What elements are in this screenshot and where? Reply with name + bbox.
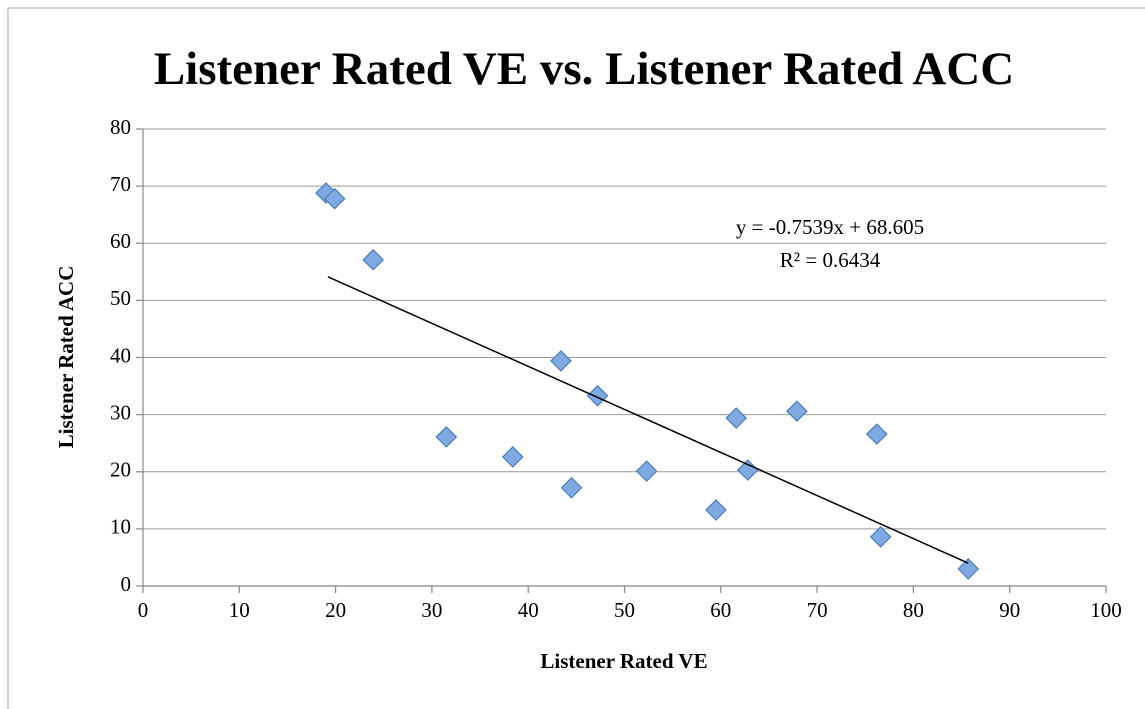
y-tick-label: 20 — [110, 458, 131, 482]
data-point — [736, 459, 759, 481]
x-tick-label: 70 — [807, 598, 828, 622]
x-tick-label: 100 — [1090, 598, 1122, 622]
y-tick-label: 50 — [110, 286, 131, 310]
x-tick-label: 80 — [903, 598, 924, 622]
y-tick-label: 80 — [110, 115, 131, 139]
r-squared: R² = 0.6434 — [780, 248, 881, 272]
y-tick-label: 0 — [121, 572, 132, 596]
data-point — [550, 350, 572, 372]
data-point — [586, 384, 609, 407]
y-tick-label: 60 — [110, 229, 131, 253]
data-point — [501, 446, 524, 468]
y-axis-label: Listener Rated ACC — [54, 266, 78, 449]
x-axis-label: Listener Rated VE — [540, 649, 707, 673]
trendline — [327, 276, 969, 564]
trend-equation: y = -0.7539x + 68.605 — [736, 215, 924, 239]
data-point — [560, 476, 583, 499]
data-point — [957, 558, 980, 580]
x-tick-label: 90 — [999, 598, 1020, 622]
data-point — [786, 400, 808, 423]
x-tick-label: 30 — [421, 598, 442, 622]
data-point — [705, 499, 727, 521]
x-tick-label: 0 — [138, 598, 149, 622]
data-point — [869, 526, 892, 548]
data-point — [725, 407, 748, 429]
x-tick-label: 40 — [518, 598, 539, 622]
data-point — [323, 187, 346, 210]
data-point — [865, 423, 888, 445]
data-point — [635, 460, 658, 483]
y-tick-label: 10 — [110, 515, 131, 539]
x-tick-label: 20 — [325, 598, 346, 622]
data-point — [362, 248, 385, 271]
y-tick-label: 40 — [110, 343, 131, 367]
y-tick-label: 70 — [110, 172, 131, 196]
chart-title: Listener Rated VE vs. Listener Rated ACC — [154, 43, 1014, 95]
x-tick-label: 10 — [229, 598, 250, 622]
data-point — [435, 426, 458, 448]
x-tick-label: 60 — [710, 598, 731, 622]
y-tick-label: 30 — [110, 400, 131, 424]
x-tick-label: 50 — [614, 598, 635, 622]
